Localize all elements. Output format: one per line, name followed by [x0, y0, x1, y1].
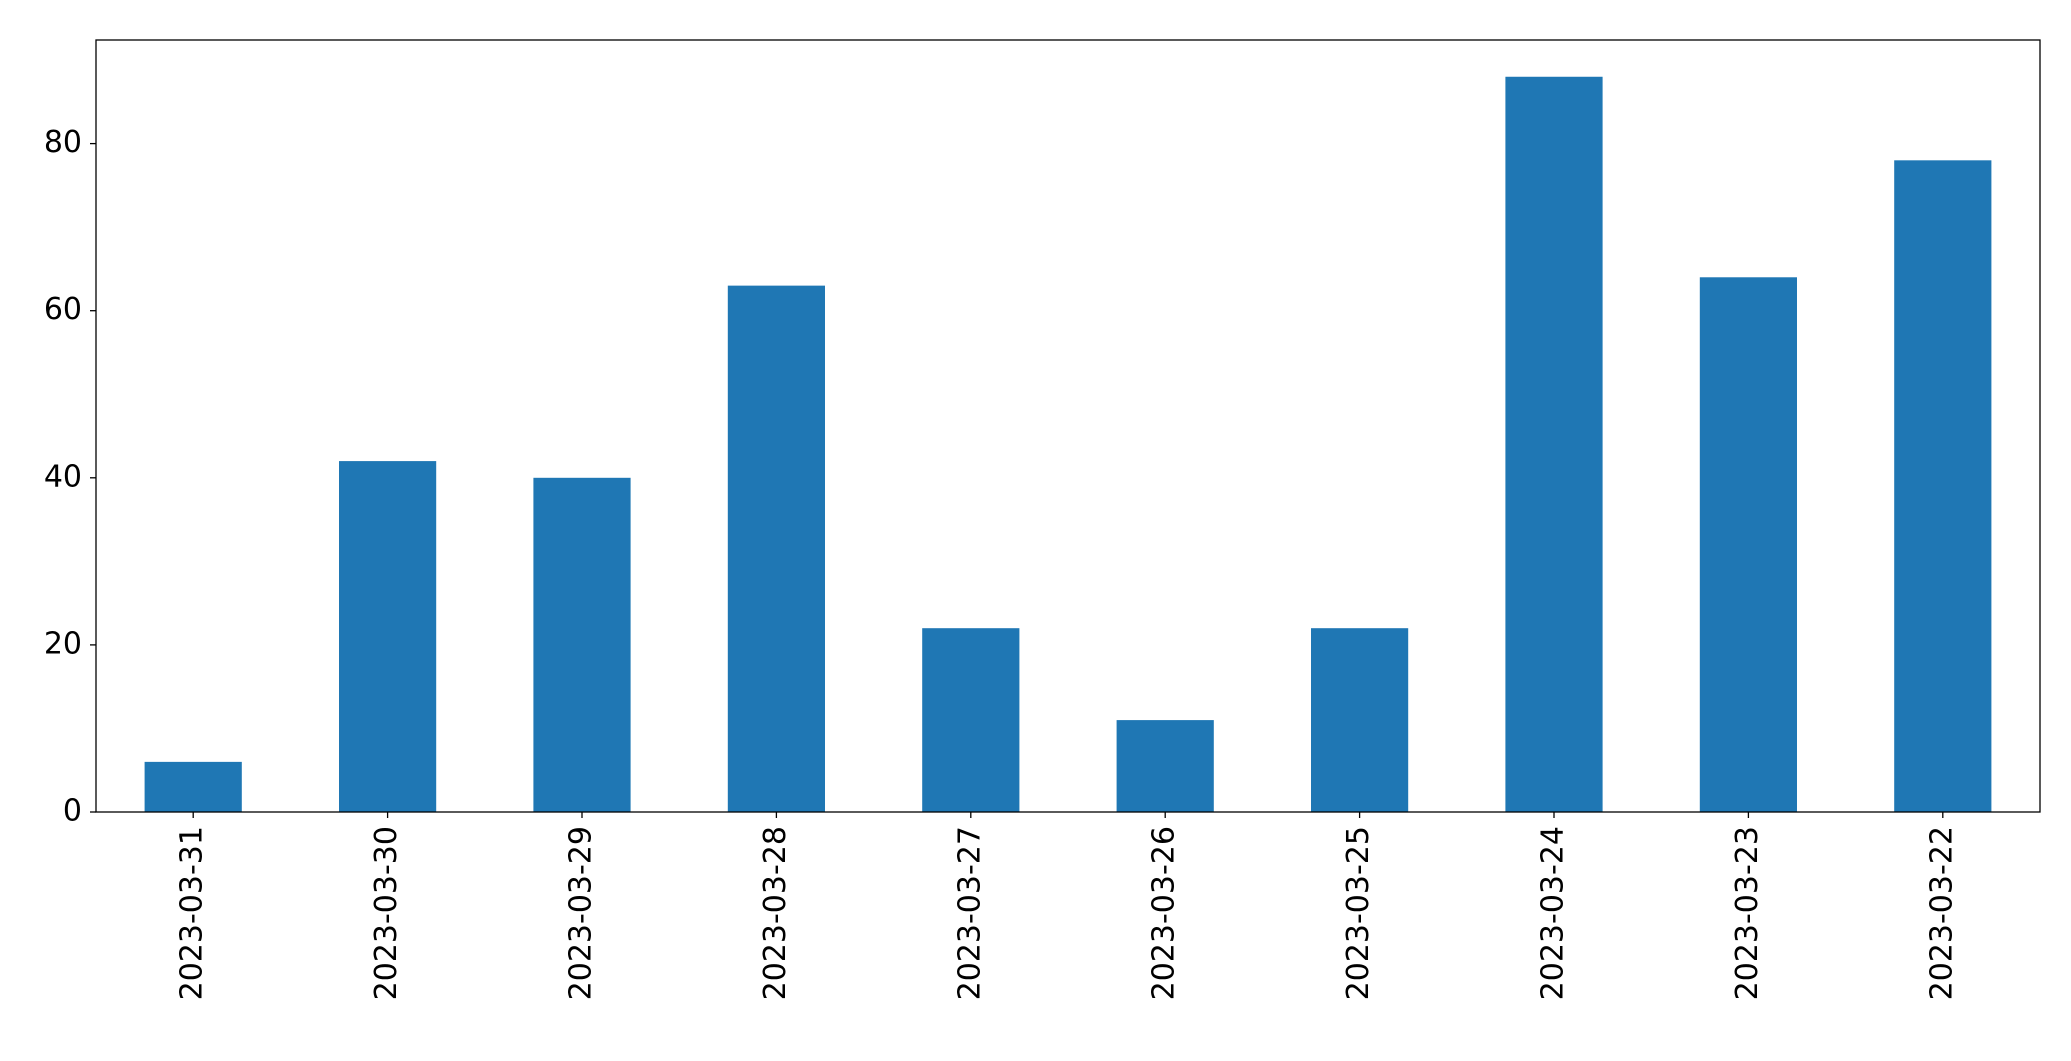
x-tick-label: 2023-03-30 — [369, 826, 404, 1000]
x-tick-label: 2023-03-25 — [1341, 826, 1376, 1000]
y-tick-label: 40 — [44, 459, 82, 494]
y-tick-label: 60 — [44, 292, 82, 327]
bar — [339, 461, 437, 812]
x-tick-label: 2023-03-28 — [758, 826, 793, 1000]
y-tick-label: 20 — [44, 626, 82, 661]
bar — [1116, 720, 1214, 812]
x-tick-label: 2023-03-22 — [1924, 826, 1959, 1000]
x-tick-label: 2023-03-31 — [175, 826, 210, 1000]
y-tick-label: 80 — [44, 125, 82, 160]
bar — [1311, 628, 1409, 812]
bar — [144, 761, 242, 812]
x-tick-label: 2023-03-27 — [952, 826, 987, 1000]
y-tick-label: 0 — [63, 794, 82, 829]
plot-frame — [95, 39, 2041, 813]
x-tick-label: 2023-03-26 — [1147, 826, 1182, 1000]
bar — [533, 477, 631, 812]
bar — [727, 285, 825, 812]
x-tick-label: 2023-03-23 — [1730, 826, 1765, 1000]
bar — [1699, 277, 1797, 812]
bar — [922, 628, 1020, 812]
x-tick-label: 2023-03-29 — [564, 826, 599, 1000]
bar — [1505, 76, 1603, 812]
bar — [1894, 160, 1992, 812]
x-tick-label: 2023-03-24 — [1536, 826, 1571, 1000]
